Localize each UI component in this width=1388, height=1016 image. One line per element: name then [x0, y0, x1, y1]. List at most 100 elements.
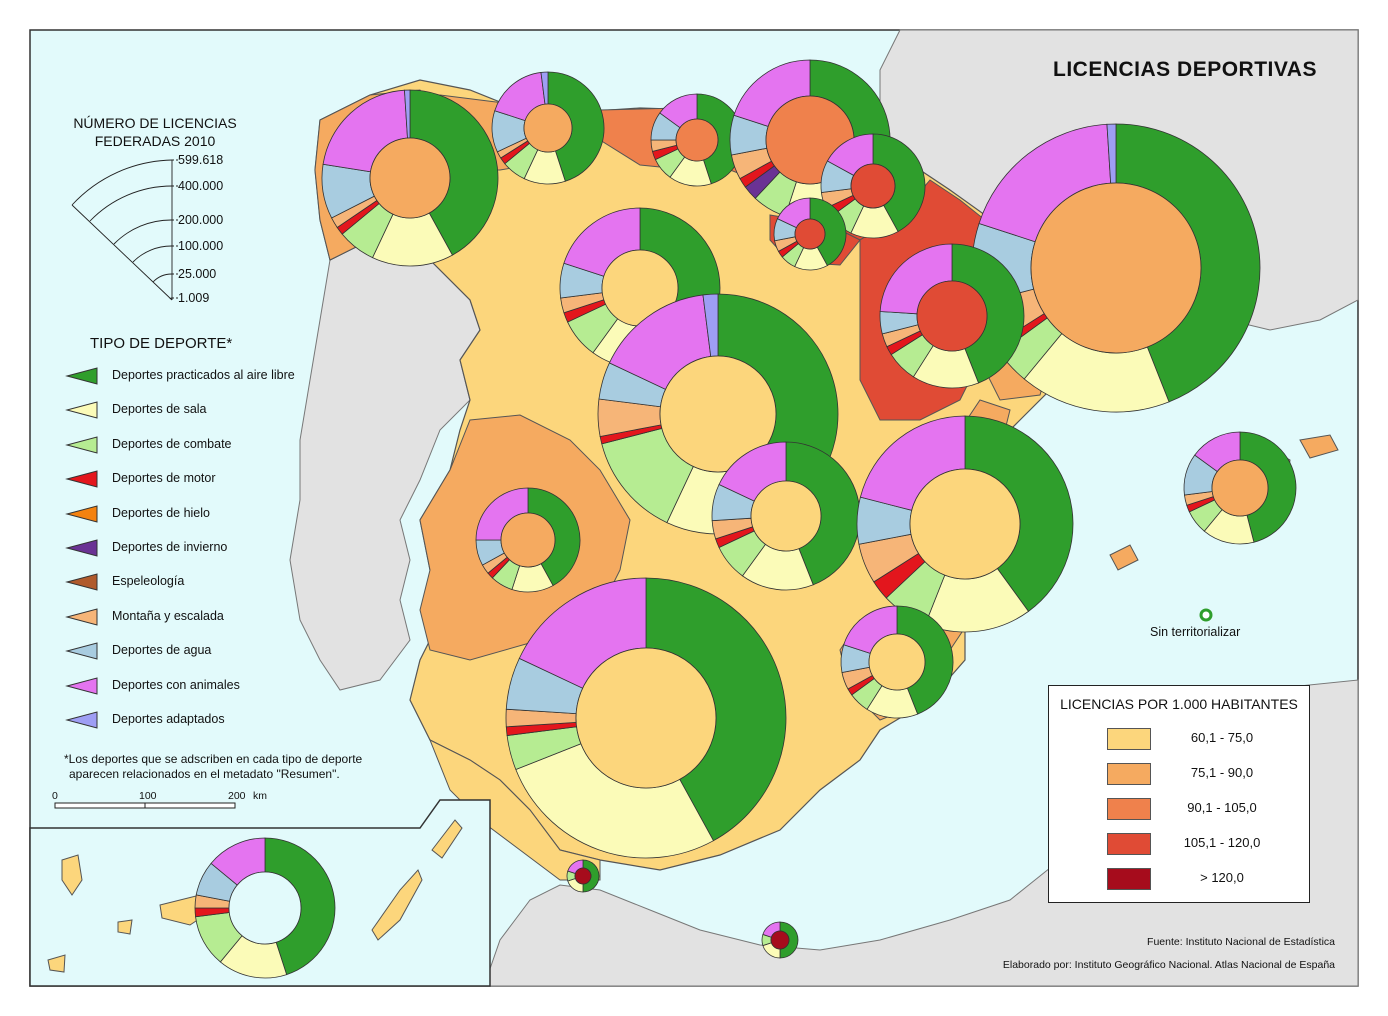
- rate-swatch-2: [1107, 798, 1151, 820]
- size-tick-0: 599.618: [178, 153, 224, 167]
- donut-center-region: [770, 930, 790, 950]
- rate-swatch-4: [1107, 868, 1151, 890]
- rate-class-2: 90,1 - 105,0: [1107, 798, 1307, 820]
- donut-center-region: [1030, 182, 1202, 354]
- donut-symbol: [761, 921, 799, 959]
- rate-label-2: 90,1 - 105,0: [1187, 800, 1257, 815]
- donut-symbol: [711, 441, 861, 591]
- donut-center-region: [369, 137, 451, 219]
- map-title: LICENCIAS DEPORTIVAS: [1053, 58, 1317, 81]
- note-line-1: *Los deportes que se adscriben en cada t…: [64, 752, 363, 766]
- donut-symbol: [840, 605, 954, 719]
- canary-la-palma: [61, 854, 83, 896]
- rate-swatch-0: [1107, 728, 1151, 750]
- sport-legend-label: Deportes de agua: [112, 643, 212, 658]
- donut-center-region: [500, 512, 556, 568]
- sport-legend-label: Deportes practicados al aire libre: [112, 368, 295, 382]
- rate-legend: LICENCIAS POR 1.000 HABITANTES 60,1 - 75…: [1048, 685, 1310, 903]
- size-legend-graphic: [71, 159, 180, 301]
- sport-swatch-icon: [65, 711, 98, 729]
- canary-hierro: [47, 954, 66, 973]
- sport-swatch-icon: [65, 401, 98, 420]
- donut-symbol: [650, 93, 744, 187]
- canary-fuerteventura: [371, 869, 423, 941]
- sin-territorializar-label: Sin territorializar: [1150, 625, 1241, 639]
- donut-center-region: [868, 633, 926, 691]
- scale-label-100: 100: [139, 790, 157, 802]
- sport-swatch-icon: [65, 676, 98, 695]
- canary-gomera: [117, 919, 133, 935]
- donut-center-region: [523, 103, 573, 153]
- scale-unit: km: [253, 790, 267, 802]
- donut-center-region: [659, 355, 777, 473]
- donut-symbol: [773, 197, 847, 271]
- donut-center-region: [574, 867, 592, 885]
- size-tick-5: 1.009: [178, 291, 210, 305]
- donut-symbol: [1183, 431, 1297, 545]
- rate-class-3: 105,1 - 120,0: [1107, 833, 1307, 855]
- sport-legend-label: Montaña y escalada: [112, 608, 224, 623]
- donut-center-region: [228, 871, 302, 945]
- canary-lanzarote: [431, 819, 463, 859]
- credit-text: Elaborado por: Instituto Geográfico Naci…: [1002, 959, 1335, 971]
- donut-symbol: [597, 293, 839, 535]
- donut-symbol: [879, 243, 1025, 389]
- rate-swatch-1: [1107, 763, 1151, 785]
- sport-swatch-icon: [65, 504, 98, 523]
- donut-symbol: [321, 89, 499, 267]
- donut-center-region: [1211, 459, 1269, 517]
- size-tick-3: 100.000: [178, 239, 224, 253]
- scale-label-200: 200: [228, 790, 246, 802]
- sport-swatch-icon: [65, 367, 98, 385]
- size-legend-title-line2: FEDERADAS 2010: [94, 133, 216, 149]
- donut-symbol: [566, 859, 600, 893]
- sports-legend-note: *Los deportes que se adscriben en cada t…: [64, 752, 384, 782]
- rate-class-1: 75,1 - 90,0: [1107, 763, 1307, 785]
- donut-symbol: [491, 71, 605, 185]
- rate-label-1: 75,1 - 90,0: [1190, 765, 1254, 780]
- donut-center-region: [909, 468, 1021, 580]
- rate-label-3: 105,1 - 120,0: [1183, 835, 1261, 850]
- sport-swatch-icon: [65, 436, 98, 454]
- sport-swatch-icon: [65, 608, 98, 626]
- note-line-2: aparecen relacionados en el metadato "Re…: [69, 767, 340, 781]
- sport-swatch-icon: [65, 573, 98, 592]
- donut-center-region: [675, 118, 719, 162]
- rate-swatch-3: [1107, 833, 1151, 855]
- rate-label-0: 60,1 - 75,0: [1190, 730, 1254, 745]
- sport-swatch-icon: [65, 642, 98, 660]
- donut-center-region: [750, 480, 822, 552]
- sport-legend-label: Deportes de sala: [112, 402, 207, 417]
- rate-class-0: 60,1 - 75,0: [1107, 728, 1307, 750]
- rate-label-4: > 120,0: [1200, 870, 1244, 885]
- donut-center-region: [575, 647, 717, 789]
- size-tick-4: 25.000: [178, 267, 217, 281]
- sports-legend-title: TIPO DE DEPORTE*: [90, 335, 233, 352]
- sport-legend-label: Deportes de invierno: [112, 540, 228, 554]
- sport-swatch-icon: [65, 539, 98, 557]
- sport-legend-label: Espeleología: [112, 574, 185, 589]
- sport-legend-label: Deportes adaptados: [112, 712, 225, 726]
- sport-swatch-icon: [65, 470, 98, 488]
- sin-territorializar-marker: [1199, 608, 1213, 622]
- rate-class-4: > 120,0: [1107, 868, 1307, 890]
- size-tick-2: 200.000: [178, 213, 224, 227]
- scale-label-0: 0: [52, 790, 58, 802]
- sport-legend-label: Deportes de motor: [112, 471, 216, 486]
- sport-legend-label: Deportes de hielo: [112, 505, 210, 520]
- source-text: Fuente: Instituto Nacional de Estadístic…: [1147, 936, 1335, 948]
- size-tick-1: 400.000: [178, 179, 224, 193]
- region-menorca: [1299, 434, 1339, 459]
- donut-charts: [194, 59, 1297, 979]
- donut-center-region: [794, 218, 826, 250]
- donut-symbol: [194, 837, 336, 979]
- donut-symbol: [505, 577, 787, 859]
- donut-symbol: [856, 415, 1074, 633]
- sport-legend-label: Deportes de combate: [112, 436, 232, 451]
- scale-bar: [54, 802, 236, 809]
- sport-legend-label: Deportes con animales: [112, 677, 240, 692]
- donut-symbol: [971, 123, 1261, 413]
- donut-symbol: [820, 133, 926, 239]
